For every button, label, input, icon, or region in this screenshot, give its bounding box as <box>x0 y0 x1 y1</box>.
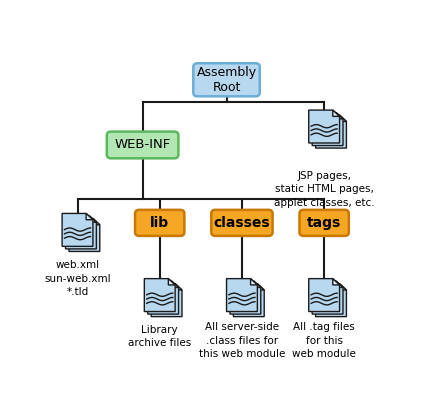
FancyBboxPatch shape <box>300 210 349 236</box>
Text: tags: tags <box>307 216 341 230</box>
Polygon shape <box>312 281 343 314</box>
Polygon shape <box>312 113 343 145</box>
Polygon shape <box>227 279 257 311</box>
Polygon shape <box>168 279 175 285</box>
FancyBboxPatch shape <box>135 210 184 236</box>
Polygon shape <box>316 115 347 148</box>
Text: WEB-INF: WEB-INF <box>114 138 171 152</box>
Text: All .tag files
for this
web module: All .tag files for this web module <box>292 322 356 359</box>
Polygon shape <box>175 284 182 290</box>
Polygon shape <box>90 216 96 222</box>
FancyBboxPatch shape <box>107 132 179 158</box>
Text: All server-side
.class files for
this web module: All server-side .class files for this we… <box>199 322 285 359</box>
Polygon shape <box>339 284 347 290</box>
Polygon shape <box>333 279 339 285</box>
Polygon shape <box>336 113 343 119</box>
Polygon shape <box>172 281 179 287</box>
Text: JSP pages,
static HTML pages,
applet classes, etc.: JSP pages, static HTML pages, applet cla… <box>274 171 374 208</box>
Text: classes: classes <box>213 216 270 230</box>
Polygon shape <box>62 214 93 246</box>
Polygon shape <box>309 279 339 311</box>
Polygon shape <box>257 284 264 290</box>
Polygon shape <box>333 110 339 116</box>
Polygon shape <box>148 281 179 314</box>
Polygon shape <box>309 110 339 143</box>
Polygon shape <box>151 284 182 317</box>
Polygon shape <box>93 218 100 225</box>
Polygon shape <box>254 281 261 287</box>
Polygon shape <box>69 218 100 252</box>
Polygon shape <box>86 214 93 220</box>
Text: lib: lib <box>150 216 169 230</box>
Polygon shape <box>251 279 257 285</box>
Polygon shape <box>316 284 347 317</box>
Polygon shape <box>339 115 347 121</box>
FancyBboxPatch shape <box>211 210 273 236</box>
Text: Assembly
Root: Assembly Root <box>196 66 257 94</box>
Polygon shape <box>230 281 261 314</box>
Polygon shape <box>144 279 175 311</box>
Polygon shape <box>233 284 264 317</box>
Text: web.xml
sun-web.xml
*.tld: web.xml sun-web.xml *.tld <box>44 260 111 297</box>
Polygon shape <box>336 281 343 287</box>
Text: Library
archive files: Library archive files <box>128 325 191 348</box>
FancyBboxPatch shape <box>193 63 260 96</box>
Polygon shape <box>65 216 96 249</box>
